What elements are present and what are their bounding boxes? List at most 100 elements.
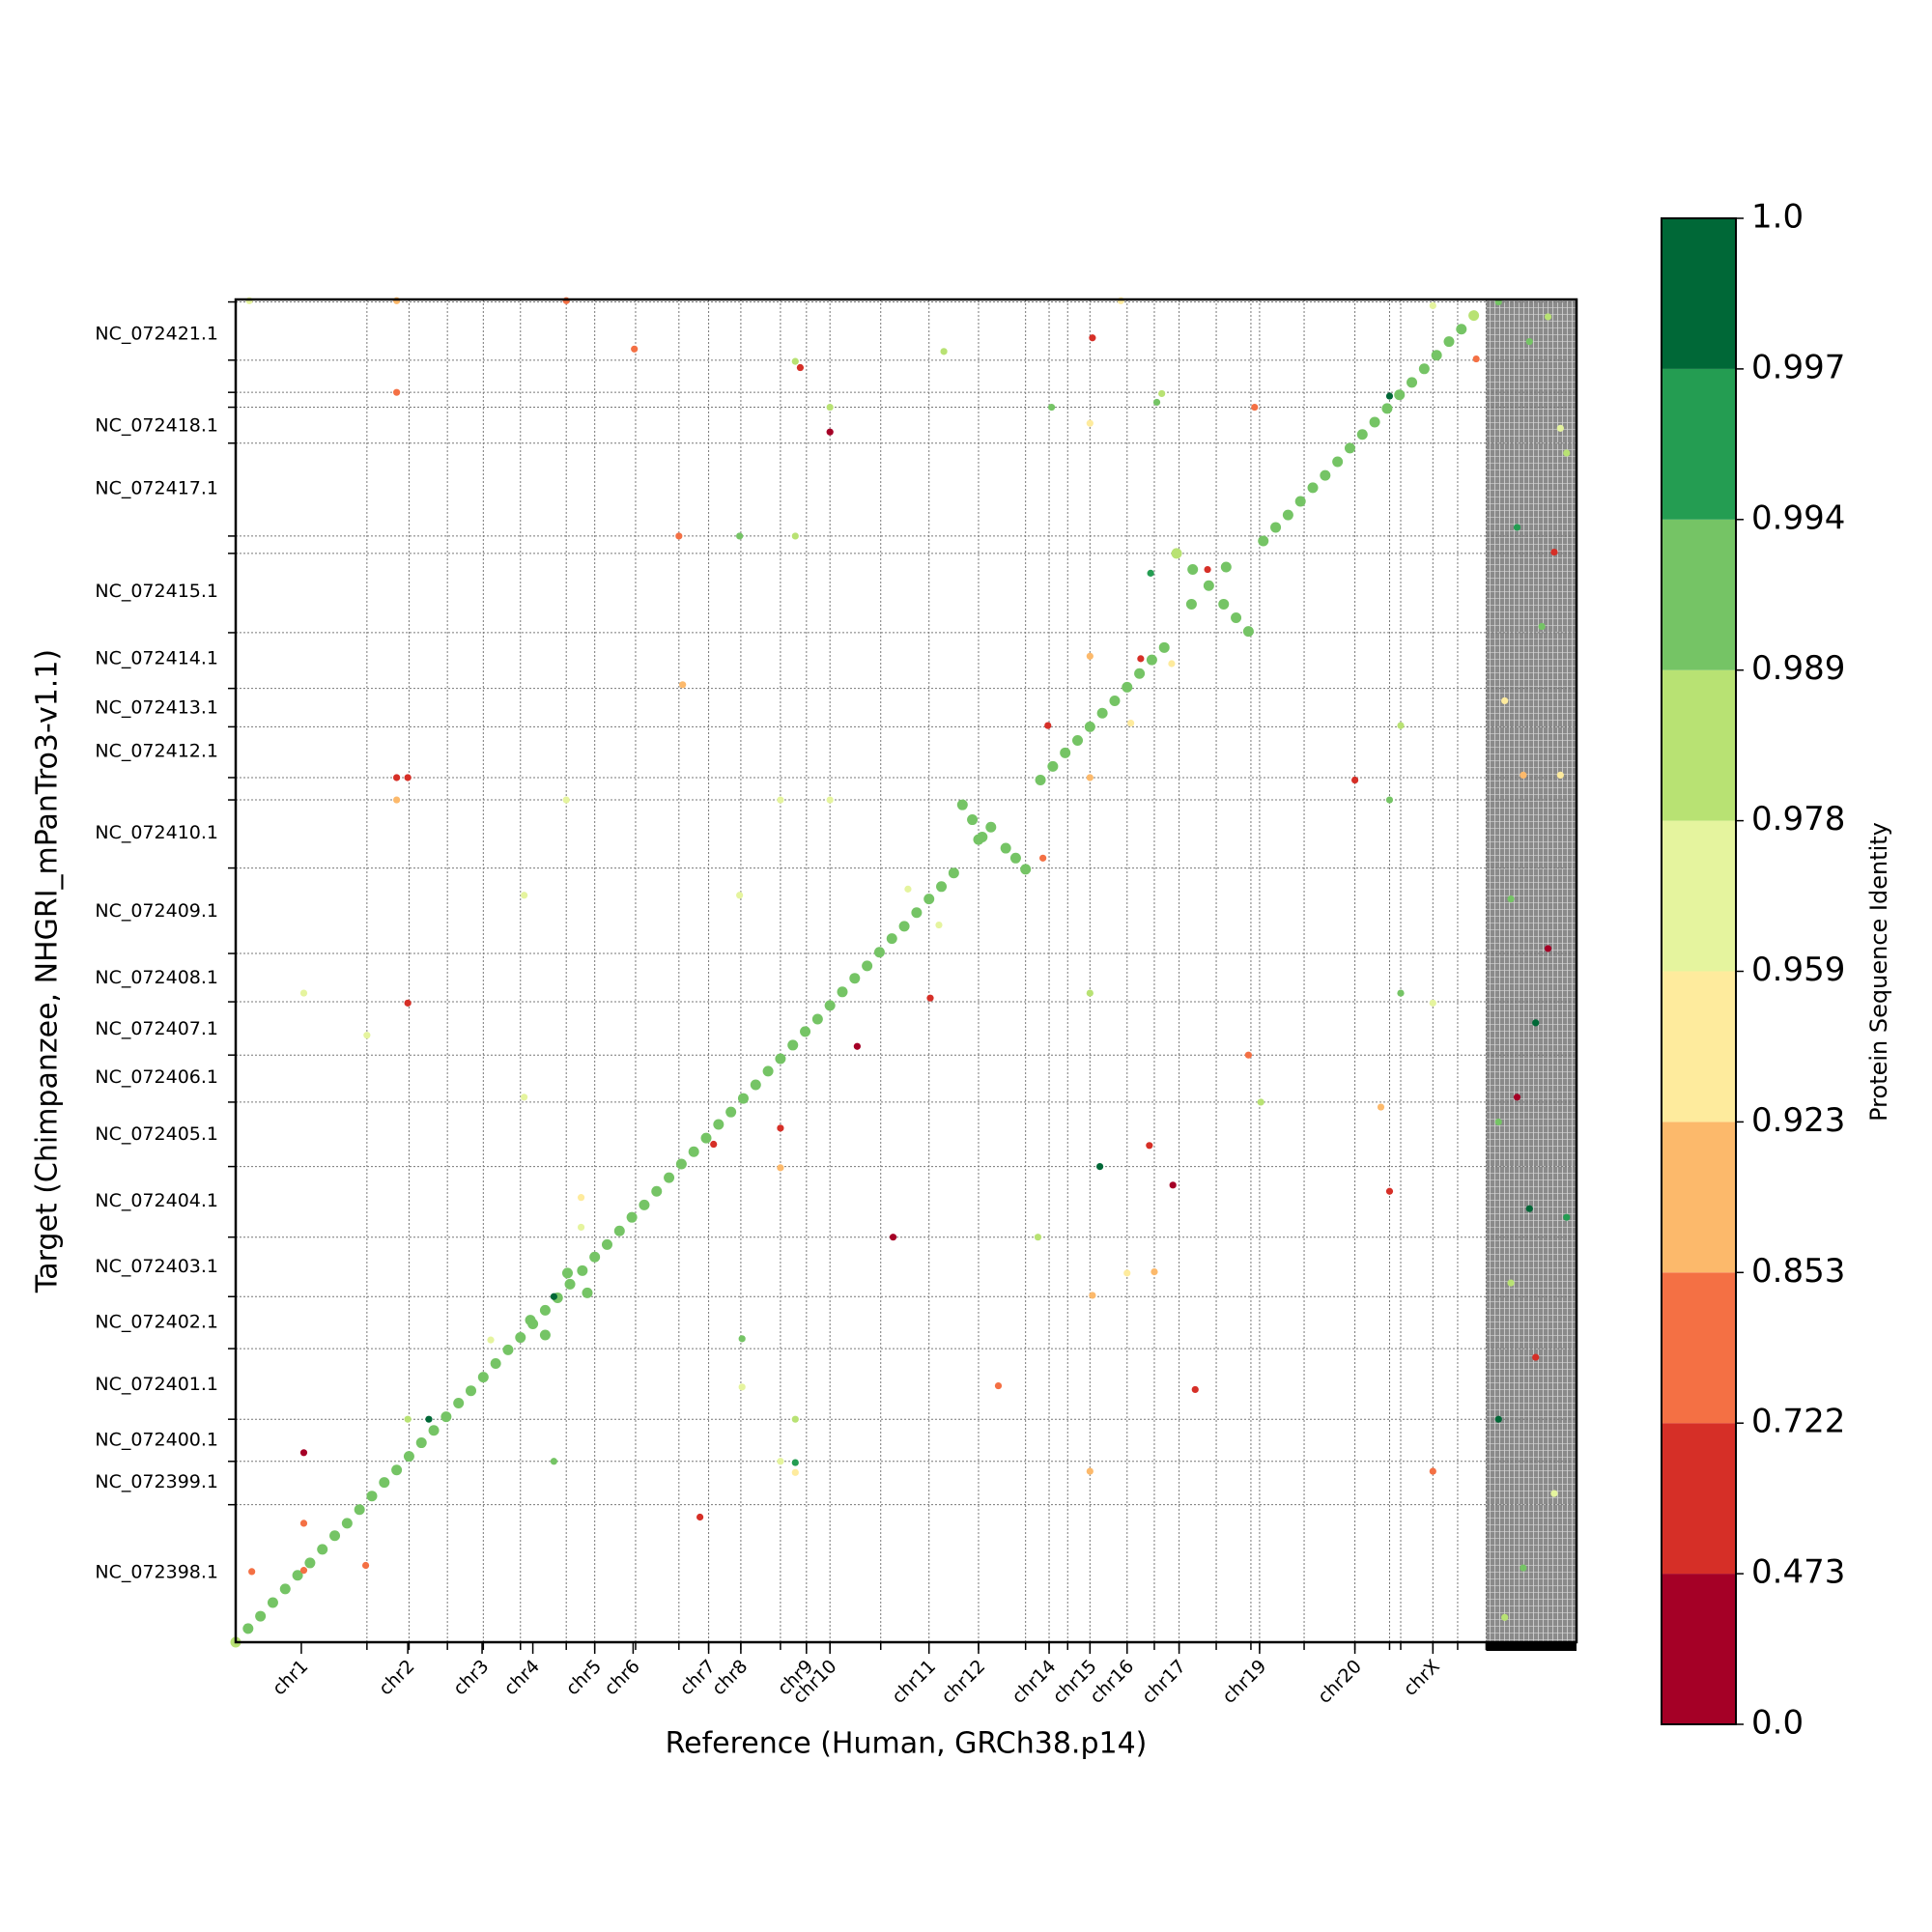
data-point (679, 681, 687, 689)
data-point (404, 774, 412, 781)
colorbar-label: Protein Sequence Identity (1865, 822, 1892, 1122)
data-point (539, 1304, 551, 1316)
colorbar-segment (1662, 1272, 1736, 1424)
data-point (561, 1267, 573, 1279)
data-point (777, 1458, 784, 1465)
data-point (904, 885, 912, 893)
colorbar-tick-label: 1.0 (1751, 198, 1804, 237)
data-point (849, 973, 861, 984)
y-tick-label: NC_072399.1 (95, 1471, 218, 1492)
data-point (577, 1223, 585, 1232)
data-point (440, 1411, 452, 1423)
data-point (1095, 1163, 1104, 1171)
data-point (811, 1013, 823, 1025)
data-point (791, 532, 799, 540)
data-point (1137, 655, 1145, 663)
data-point (428, 1425, 440, 1436)
data-point (873, 947, 885, 958)
data-point (1468, 310, 1480, 322)
colorbar-segment (1662, 1122, 1736, 1273)
data-point (299, 1449, 308, 1457)
data-point (589, 1251, 601, 1263)
colorbar-tick-label: 0.473 (1751, 1553, 1845, 1592)
data-point (1532, 1353, 1540, 1361)
data-point (1231, 612, 1242, 624)
y-tick-label: NC_072421.1 (95, 323, 218, 344)
data-point (1147, 569, 1154, 577)
data-point (889, 1234, 897, 1241)
colorbar-tick-label: 0.959 (1751, 951, 1845, 989)
data-point (404, 999, 412, 1007)
data-point (935, 921, 943, 929)
data-point (1257, 1098, 1264, 1106)
y-tick-label: NC_072408.1 (95, 967, 218, 988)
data-point (862, 960, 873, 972)
y-tick-label: NC_072400.1 (95, 1429, 218, 1450)
y-tick-label: NC_072410.1 (95, 822, 218, 843)
data-point (1563, 449, 1571, 457)
data-point (1406, 377, 1418, 388)
colorbar-segment (1662, 1423, 1736, 1575)
data-point (796, 363, 805, 372)
data-point (1397, 722, 1405, 729)
colorbar-tick-label: 0.978 (1751, 800, 1845, 838)
data-point (1203, 580, 1214, 591)
data-point (1187, 564, 1199, 576)
data-point (487, 1336, 495, 1344)
data-point (539, 1329, 551, 1341)
y-tick-label: NC_072398.1 (95, 1562, 218, 1583)
data-point (1044, 722, 1052, 729)
y-tick-label: NC_072413.1 (95, 697, 218, 719)
data-point (1123, 1269, 1131, 1277)
data-point (1158, 641, 1170, 653)
data-point (736, 892, 744, 899)
y-tick-label: NC_072401.1 (95, 1374, 218, 1395)
data-point (1507, 895, 1515, 903)
data-point (1443, 336, 1455, 348)
data-point (1538, 622, 1546, 631)
data-point (777, 1164, 784, 1172)
data-point (242, 1623, 254, 1634)
data-point (248, 1568, 256, 1576)
colorbar-tick-label: 0.997 (1751, 348, 1845, 386)
unplaced-tick-band (1486, 1642, 1577, 1651)
data-point (292, 1570, 303, 1581)
data-point (1086, 774, 1094, 781)
data-point (1456, 324, 1467, 335)
data-point (582, 1287, 593, 1298)
data-point (1220, 561, 1232, 573)
data-point (562, 796, 570, 804)
colorbar-tick-label: 0.994 (1751, 498, 1845, 537)
data-point (1218, 598, 1230, 610)
data-point (1429, 1467, 1436, 1475)
colorbar-tick-label: 0.923 (1751, 1101, 1845, 1140)
y-tick-label: NC_072406.1 (95, 1066, 218, 1088)
data-point (837, 986, 848, 998)
data-point (366, 1491, 378, 1502)
data-point (886, 933, 897, 945)
data-point (737, 1093, 749, 1104)
data-point (1072, 734, 1084, 746)
data-point (379, 1477, 390, 1489)
data-point (791, 1459, 799, 1466)
data-point (791, 1415, 799, 1423)
data-point (577, 1194, 585, 1202)
data-point (777, 1124, 784, 1132)
data-point (973, 834, 984, 845)
data-point (639, 1199, 650, 1210)
data-point (1146, 1142, 1153, 1150)
data-point (940, 348, 948, 355)
data-point (490, 1357, 501, 1369)
data-point (1418, 363, 1430, 375)
data-point (279, 1583, 291, 1595)
data-point (550, 1458, 557, 1465)
colorbar-tick-label: 0.0 (1751, 1704, 1804, 1743)
data-point (1127, 719, 1135, 727)
data-point (1035, 775, 1046, 786)
data-point (1146, 654, 1157, 666)
data-point (1381, 403, 1393, 414)
y-tick-label: NC_072404.1 (95, 1190, 218, 1211)
data-point (1501, 1613, 1509, 1621)
data-point (1429, 301, 1436, 310)
data-point (791, 357, 799, 365)
